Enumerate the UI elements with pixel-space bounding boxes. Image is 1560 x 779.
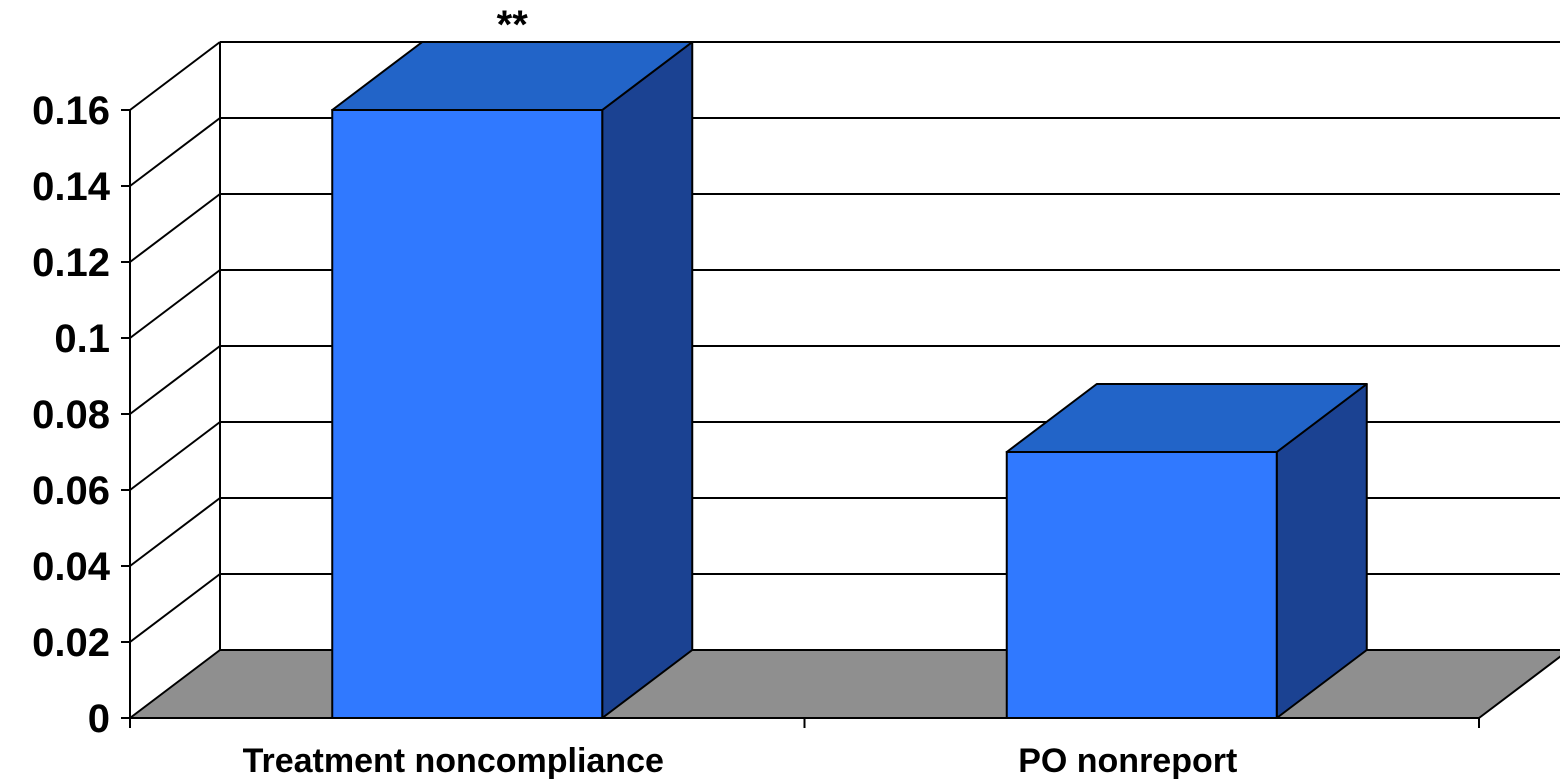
labels: 0 0.02 0.04 0.06 0.08 0.1 0.12 0.14 0.16 Treatmen…	[32, 3, 1237, 779]
side-gridline	[129, 497, 221, 567]
side-gridline	[129, 41, 221, 111]
significance-annotation: **	[497, 3, 529, 47]
side-gridline	[129, 193, 221, 263]
side-gridline	[129, 573, 221, 643]
bars	[331, 41, 1368, 719]
bar	[1005, 383, 1368, 719]
bar-front-face	[1005, 451, 1278, 719]
y-tick-label: 0.02	[32, 621, 110, 665]
side-gridline	[129, 269, 221, 339]
side-gridline	[129, 117, 221, 187]
side-gridline	[129, 345, 221, 415]
bar-side-face	[601, 41, 694, 719]
y-tick-label: 0	[88, 697, 110, 741]
y-tick-label: 0.12	[32, 241, 110, 285]
y-tick-label: 0.16	[32, 89, 110, 133]
bar-front-face	[331, 109, 604, 719]
side-gridline	[129, 421, 221, 491]
category-label: PO nonreport	[1018, 742, 1237, 779]
bar	[331, 41, 694, 719]
category-label: Treatment noncompliance	[243, 742, 664, 779]
y-tick-label: 0.06	[32, 469, 110, 513]
y-tick-label: 0.1	[54, 317, 110, 361]
y-tick-label: 0.14	[32, 165, 111, 209]
y-tick-label: 0.08	[32, 393, 110, 437]
y-tick-label: 0.04	[32, 545, 111, 589]
